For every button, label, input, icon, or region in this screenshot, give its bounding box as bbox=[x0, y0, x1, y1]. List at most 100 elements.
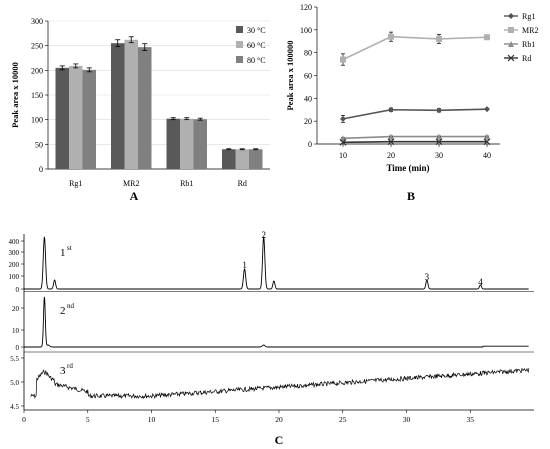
panel-label: C bbox=[275, 433, 284, 447]
y-tick-label: 50 bbox=[35, 140, 43, 149]
x-tick-label: 15 bbox=[212, 415, 220, 424]
legend-label: 30 °C bbox=[247, 26, 266, 35]
y-tick-label: 20 bbox=[304, 117, 312, 126]
series-line bbox=[342, 135, 487, 140]
chart-b: 0 20 40 60 80 100 120 10 20 30 40 Rg1 MR2 Rb1 Rd Time (… bbox=[285, 3, 538, 203]
x-tick-label: 10 bbox=[339, 151, 347, 160]
bar bbox=[235, 149, 249, 169]
trace-label: 1 bbox=[60, 247, 66, 259]
y-tick-label: 200 bbox=[9, 261, 20, 269]
data-point bbox=[436, 35, 442, 42]
x-tick-label: 35 bbox=[467, 415, 475, 424]
x-axis-label: Time (min) bbox=[386, 163, 429, 173]
y-tick-label: 0 bbox=[39, 165, 43, 174]
legend-label: MR2 bbox=[522, 26, 538, 35]
legend-label: 80 °C bbox=[247, 56, 266, 65]
chart-a: 0 50 100 150 200 250 300 Rg1 MR2 Rb1 Rd Peak area x… bbox=[10, 17, 270, 203]
panel-label: A bbox=[130, 189, 139, 203]
x-tick-label: 20 bbox=[275, 415, 283, 424]
bar bbox=[249, 149, 263, 169]
data-point bbox=[483, 138, 491, 146]
panel-label: B bbox=[407, 189, 415, 203]
y-tick-label: 100 bbox=[300, 26, 312, 35]
data-point bbox=[507, 54, 515, 62]
bar bbox=[138, 47, 152, 169]
x-tick-label: 30 bbox=[403, 415, 411, 424]
data-point bbox=[508, 41, 514, 47]
legend-label: Rb1 bbox=[522, 40, 535, 49]
chromatogram-trace bbox=[30, 367, 530, 400]
y-tick-label: 200 bbox=[31, 66, 43, 75]
data-point bbox=[388, 33, 394, 40]
legend-label: 60 °C bbox=[247, 41, 266, 50]
y-tick-label: 60 bbox=[304, 72, 312, 81]
data-point bbox=[436, 107, 442, 114]
chromatogram-trace bbox=[24, 296, 529, 348]
x-tick-label: MR2 bbox=[123, 179, 139, 188]
bar bbox=[55, 67, 69, 169]
y-tick-label: 4.5 bbox=[10, 403, 19, 411]
y-tick-label: 250 bbox=[31, 42, 43, 51]
peak-label: 2 bbox=[261, 230, 266, 240]
data-point bbox=[484, 133, 490, 140]
bar bbox=[82, 69, 96, 169]
data-point bbox=[508, 13, 514, 19]
y-tick-label: 0 bbox=[16, 286, 20, 294]
trace-label: 2 bbox=[60, 305, 66, 317]
series-line bbox=[342, 140, 487, 144]
data-point bbox=[340, 56, 346, 63]
y-tick-label: 20 bbox=[12, 305, 20, 313]
data-point bbox=[484, 34, 490, 41]
bar bbox=[193, 119, 207, 169]
peak-label: 1 bbox=[242, 260, 247, 270]
x-tick-label: Rg1 bbox=[69, 179, 82, 188]
y-tick-label: 80 bbox=[304, 49, 312, 58]
peak-label: 3 bbox=[425, 272, 430, 282]
data-point bbox=[387, 138, 395, 146]
data-point bbox=[340, 115, 346, 122]
data-point bbox=[339, 138, 347, 146]
legend-label: Rd bbox=[522, 54, 531, 63]
bar bbox=[124, 39, 138, 169]
legend-label: Rg1 bbox=[522, 12, 535, 21]
x-tick-label: 0 bbox=[22, 415, 26, 424]
series-line bbox=[342, 108, 488, 120]
y-tick-label: 100 bbox=[31, 116, 43, 125]
y-tick-label: 10 bbox=[12, 327, 20, 335]
bar bbox=[111, 43, 125, 170]
x-tick-label: 10 bbox=[148, 415, 156, 424]
y-axis-label: Peak area x 100000 bbox=[285, 41, 295, 111]
data-point bbox=[388, 133, 394, 140]
x-tick-label: 40 bbox=[483, 151, 491, 160]
x-tick-label: 5 bbox=[86, 415, 90, 424]
trace-label-sup: st bbox=[67, 244, 72, 252]
y-tick-label: 120 bbox=[300, 3, 312, 12]
x-tick-label: 25 bbox=[339, 415, 347, 424]
data-point bbox=[508, 27, 514, 33]
y-tick-label: 150 bbox=[31, 91, 43, 100]
data-point bbox=[340, 135, 346, 142]
bar bbox=[166, 118, 180, 169]
x-tick-label: 30 bbox=[435, 151, 443, 160]
y-axis-label: Peak area x 10000 bbox=[10, 62, 20, 128]
data-point bbox=[435, 138, 443, 146]
y-tick-label: 5.5 bbox=[10, 355, 19, 363]
peak-label: 4 bbox=[478, 277, 483, 287]
series-line bbox=[342, 35, 488, 61]
data-point bbox=[436, 133, 442, 140]
x-tick-label: Rb1 bbox=[180, 179, 193, 188]
x-tick-label: 20 bbox=[387, 151, 395, 160]
bar bbox=[69, 65, 83, 169]
y-tick-label: 5.0 bbox=[10, 379, 19, 387]
y-tick-label: 0 bbox=[308, 140, 312, 149]
data-point bbox=[388, 106, 394, 113]
y-tick-label: 40 bbox=[304, 94, 312, 103]
y-tick-label: 400 bbox=[9, 238, 20, 246]
y-tick-label: 100 bbox=[9, 273, 20, 281]
y-tick-label: 300 bbox=[9, 249, 20, 257]
legend-swatch bbox=[236, 26, 243, 33]
legend-swatch bbox=[236, 41, 243, 48]
chromatogram-trace bbox=[24, 236, 529, 290]
